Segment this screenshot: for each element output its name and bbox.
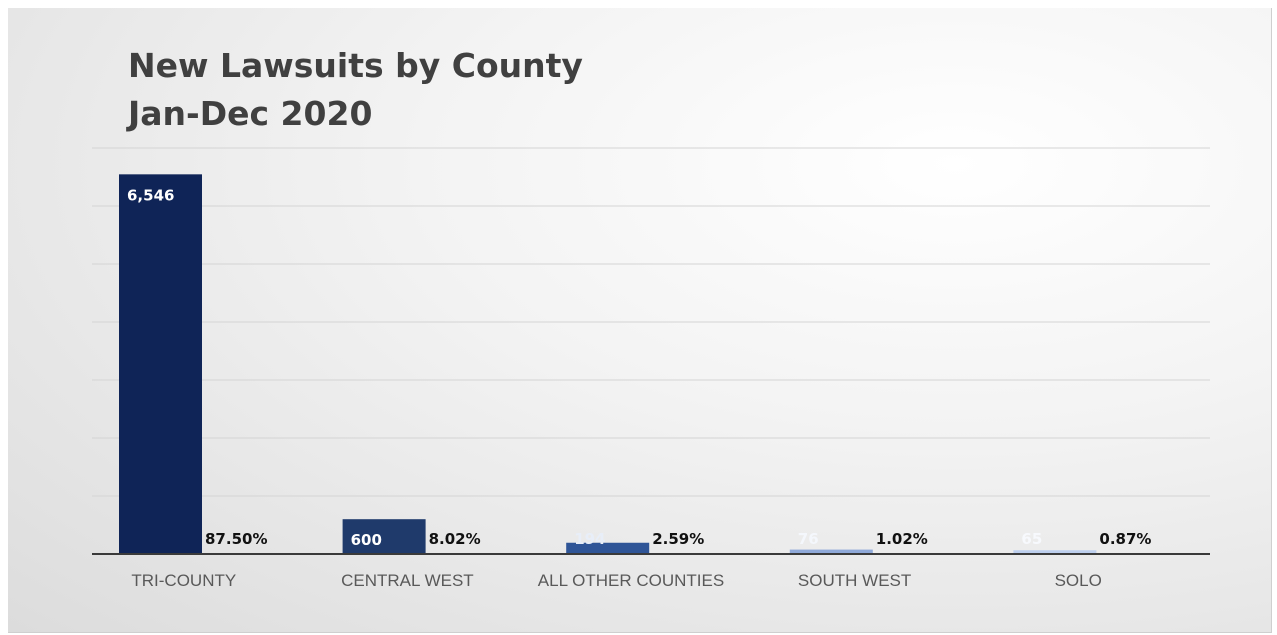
bar — [342, 519, 426, 554]
bar-percent-label: 2.59% — [652, 530, 704, 548]
bar-value-label: 76 — [798, 530, 819, 548]
bar-value-label: 600 — [351, 531, 382, 549]
bar-percent-label: 0.87% — [1099, 530, 1151, 548]
chart-subtitle: Jan-Dec 2020 — [128, 94, 373, 133]
bar-value-label: 65 — [1021, 530, 1042, 548]
chart-title-block: New Lawsuits by County Jan-Dec 2020 — [128, 42, 583, 138]
bar-value-label: 194 — [574, 530, 605, 548]
category-label: TRI-COUNTY — [131, 571, 236, 590]
bar — [119, 174, 202, 554]
bar — [789, 549, 873, 554]
bar-percent-label: 1.02% — [876, 530, 928, 548]
chart-panel: New Lawsuits by County Jan-Dec 2020 — [8, 8, 1272, 633]
category-label: ALL OTHER COUNTIES — [538, 571, 724, 590]
chart-title: New Lawsuits by County — [128, 46, 583, 85]
bar-percent-label: 87.50% — [205, 530, 267, 548]
category-label: SOUTH WEST — [798, 571, 911, 590]
category-label: CENTRAL WEST — [341, 571, 474, 590]
category-label: SOLO — [1055, 571, 1102, 590]
bar — [1013, 550, 1097, 554]
bar — [566, 542, 650, 554]
bar-value-label: 6,546 — [127, 186, 174, 204]
bar-percent-label: 8.02% — [429, 530, 481, 548]
